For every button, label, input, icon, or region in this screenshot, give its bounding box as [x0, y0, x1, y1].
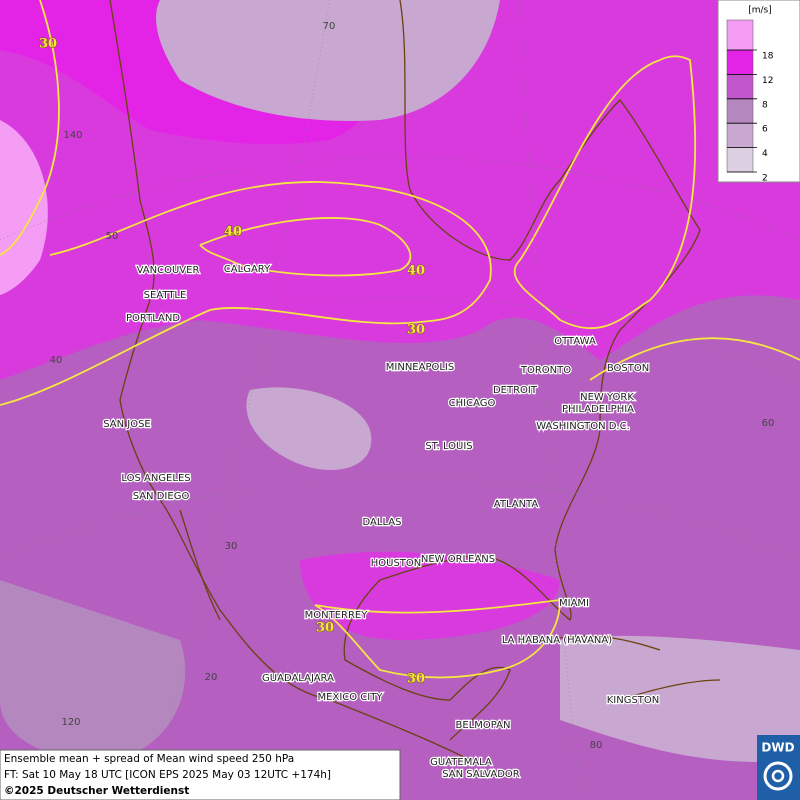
city-label: HOUSTON — [371, 558, 422, 569]
grid-label: 70 — [323, 21, 336, 32]
city-label: TORONTO — [520, 365, 571, 376]
city-label: SEATTLE — [144, 290, 187, 301]
legend-tick-label: 8 — [762, 100, 768, 110]
city-label: ATLANTA — [494, 499, 539, 510]
legend-unit: [m/s] — [748, 6, 772, 16]
legend-swatch — [726, 147, 754, 173]
legend: [m/s] 2 4 6 8 12 18 — [717, 0, 800, 184]
logo-text: DWD — [761, 741, 794, 755]
city-label: NEW ORLEANS — [421, 554, 495, 565]
footer-line: FT: Sat 10 May 18 UTC [ICON EPS 2025 May… — [4, 769, 331, 781]
legend-items: 2 4 6 8 12 18 — [726, 19, 774, 184]
city-label: CALGARY — [224, 264, 271, 275]
legend-swatch — [726, 98, 754, 124]
city-label: WASHINGTON D.C. — [536, 421, 630, 432]
city-label: BELMOPAN — [456, 720, 511, 731]
city-label: MIAMI — [559, 598, 589, 609]
grid-label: 140 — [63, 130, 82, 141]
city-label: LA HABANA (HAVANA) — [502, 635, 612, 646]
city-label: NEW YORK — [580, 392, 634, 403]
contour-label: 30 — [407, 323, 425, 338]
grid-label: 20 — [205, 672, 218, 683]
grid-label: 120 — [61, 717, 80, 728]
labels: VANCOUVER CALGARY SEATTLE PORTLAND MINNEAPOL… — [38, 21, 775, 781]
legend-tick-label: 2 — [762, 174, 768, 184]
city-label: DALLAS — [363, 517, 402, 528]
city-label: SAN JOSE — [103, 419, 151, 430]
grid-label: 60 — [762, 418, 775, 429]
contour-label: 40 — [224, 225, 242, 240]
contour-label: 30 — [407, 672, 425, 687]
grid-label: 80 — [590, 740, 603, 751]
grid-label: 30 — [225, 541, 238, 552]
legend-swatch — [726, 19, 754, 51]
city-label: SAN SALVADOR — [442, 769, 519, 780]
contour-label: 30 — [39, 37, 57, 52]
city-label: SAN DIEGO — [133, 491, 190, 502]
coastlines — [109, 0, 721, 761]
legend-tick-label: 12 — [762, 76, 773, 86]
legend-swatch — [726, 74, 754, 100]
legend-tick-label: 4 — [762, 149, 768, 159]
city-label: PORTLAND — [126, 313, 180, 324]
legend-swatch — [726, 122, 754, 148]
legend-tick-label: 18 — [762, 52, 774, 62]
logo: DWD — [757, 735, 800, 800]
contours — [0, 0, 800, 679]
contour-label: 40 — [407, 264, 425, 279]
legend-tick-label: 6 — [762, 125, 768, 135]
city-label: GUADALAJARA — [262, 673, 334, 684]
city-label: VANCOUVER — [137, 265, 200, 276]
legend-swatch — [726, 49, 754, 75]
city-label: DETROIT — [493, 385, 538, 396]
footer: Ensemble mean + spread of Mean wind spee… — [0, 749, 401, 800]
city-label: OTTAWA — [554, 336, 596, 347]
city-label: MINNEAPOLIS — [386, 362, 454, 373]
city-label: MEXICO CITY — [318, 692, 384, 703]
city-label: ST. LOUIS — [425, 441, 472, 452]
city-label: PHILADELPHIA — [562, 404, 634, 415]
city-label: LOS ANGELES — [121, 473, 190, 484]
contour-label: 30 — [316, 621, 334, 636]
city-label: KINGSTON — [607, 695, 660, 706]
city-label: MONTERREY — [305, 610, 369, 621]
footer-line: Ensemble mean + spread of Mean wind spee… — [4, 753, 294, 765]
city-label: CHICAGO — [449, 398, 496, 409]
city-label: GUATEMALA — [430, 757, 492, 768]
footer-line: ©2025 Deutscher Wetterdienst — [4, 785, 189, 797]
grid-label: 50 — [106, 231, 119, 242]
grid-label: 40 — [50, 355, 63, 366]
city-label: BOSTON — [607, 363, 649, 374]
